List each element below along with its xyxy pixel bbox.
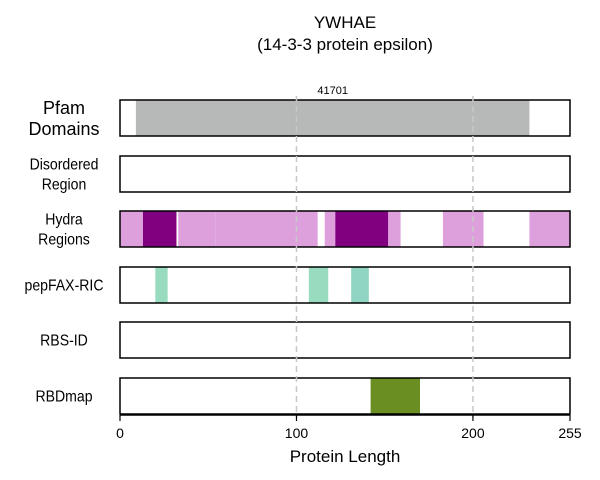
x-axis-label: Protein Length xyxy=(290,447,401,466)
track-1-label-line-0: Disordered xyxy=(30,156,99,174)
segment-label: 41701 xyxy=(317,85,348,97)
track-4-label-line-0: RBS-ID xyxy=(40,332,88,350)
track-3-frame xyxy=(119,266,571,304)
track-2-segment-2 xyxy=(178,211,216,247)
x-tick-label-100: 100 xyxy=(285,425,309,441)
track-3-label-line-0: pepFAX-RIC xyxy=(24,277,103,295)
track-2: Hydra Regions xyxy=(38,210,571,249)
track-2-label-line-0: Hydra xyxy=(45,211,83,229)
track-2-segment-4 xyxy=(324,211,336,247)
track-2-segment-5 xyxy=(335,211,389,247)
x-axis: 0 100 200 255 xyxy=(116,414,582,441)
track-3-segment-2 xyxy=(351,267,369,303)
x-tick-label-200: 200 xyxy=(461,425,485,441)
track-1-frame xyxy=(119,155,571,193)
track-5-label-line-0: RBDmap xyxy=(35,388,92,406)
track-3: pepFAX-RIC xyxy=(24,266,571,304)
track-4-frame xyxy=(119,321,571,359)
chart-title: YWHAE xyxy=(314,13,376,32)
track-1-label-line-1: Region xyxy=(42,176,87,194)
track-3-segment-0 xyxy=(155,267,168,303)
track-0-frame xyxy=(119,99,571,137)
track-3-segment-1 xyxy=(308,267,329,303)
track-5-frame xyxy=(119,377,571,415)
track-2-label-line-1: Regions xyxy=(38,231,90,249)
track-0-label-line-1: Domains xyxy=(28,119,99,139)
chart-subtitle: (14-3-3 protein epsilon) xyxy=(257,35,433,54)
track-2-segment-6 xyxy=(388,211,401,247)
x-tick-label-255: 255 xyxy=(558,425,582,441)
track-5: RBDmap xyxy=(35,377,571,415)
track-0-segment-0 xyxy=(135,100,530,136)
track-2-segment-1 xyxy=(142,211,177,247)
gridlines-layer xyxy=(295,96,474,418)
track-2-segment-8 xyxy=(529,211,570,247)
track-2-segment-0 xyxy=(120,211,143,247)
track-4: RBS-ID xyxy=(40,321,571,359)
track-2-segment-3 xyxy=(215,211,318,247)
track-0-label-line-0: Pfam xyxy=(43,98,85,118)
x-tick-label-0: 0 xyxy=(116,425,124,441)
track-1: Disordered Region xyxy=(30,155,571,194)
track-2-frame xyxy=(119,210,571,248)
track-5-segment-0 xyxy=(370,378,420,414)
track-2-segment-7 xyxy=(442,211,484,247)
